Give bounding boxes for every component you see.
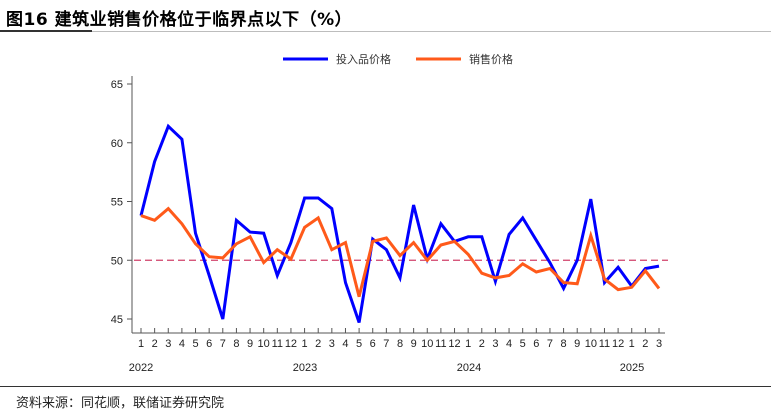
x-tick-label: 1 xyxy=(302,338,308,350)
y-tick-label: 55 xyxy=(111,197,123,209)
x-tick-label: 1 xyxy=(138,338,144,350)
top-divider xyxy=(0,31,771,32)
x-tick-label: 2 xyxy=(479,338,485,350)
year-label: 2025 xyxy=(620,362,644,374)
x-tick-label: 1 xyxy=(629,338,635,350)
y-tick-label: 60 xyxy=(111,138,123,150)
year-label: 2024 xyxy=(457,362,481,374)
x-tick-label: 5 xyxy=(356,338,362,350)
y-tick-label: 65 xyxy=(111,79,123,91)
x-tick-label: 6 xyxy=(206,338,212,350)
x-tick-label: 8 xyxy=(233,338,239,350)
x-tick-label: 7 xyxy=(547,338,553,350)
x-tick-label: 8 xyxy=(561,338,567,350)
x-tick-label: 12 xyxy=(285,338,297,350)
x-tick-label: 9 xyxy=(247,338,253,350)
y-tick-label: 45 xyxy=(111,314,123,326)
x-tick-label: 2 xyxy=(642,338,648,350)
x-tick-label: 3 xyxy=(656,338,662,350)
x-tick-label: 3 xyxy=(165,338,171,350)
series-input-price-line xyxy=(139,123,660,323)
year-label: 2023 xyxy=(293,362,317,374)
series-sales-price-line xyxy=(140,206,661,298)
legend-input-price-label: 投入品价格 xyxy=(336,52,391,66)
x-tick-label: 10 xyxy=(585,338,597,350)
bottom-divider xyxy=(0,386,771,387)
x-tick-label: 3 xyxy=(492,338,498,350)
x-tick-label: 7 xyxy=(383,338,389,350)
x-tick-label: 10 xyxy=(258,338,270,350)
x-tick-label: 9 xyxy=(574,338,580,350)
x-tick-label: 6 xyxy=(533,338,539,350)
x-tick-label: 11 xyxy=(435,338,446,350)
x-tick-label: 1 xyxy=(465,338,471,350)
x-tick-label: 12 xyxy=(612,338,624,350)
x-tick-label: 4 xyxy=(342,338,348,350)
x-tick-label: 2 xyxy=(315,338,321,350)
x-tick-label: 7 xyxy=(220,338,226,350)
x-tick-label: 11 xyxy=(599,338,610,350)
x-tick-label: 3 xyxy=(329,338,335,350)
legend-sales-price-label: 销售价格 xyxy=(469,52,513,66)
source-note: 资料来源：同花顺，联储证券研究院 xyxy=(16,396,225,411)
y-tick-label: 50 xyxy=(111,255,123,267)
x-tick-label: 12 xyxy=(448,338,460,350)
year-label: 2022 xyxy=(129,362,153,374)
x-tick-label: 5 xyxy=(192,338,198,350)
x-tick-label: 9 xyxy=(411,338,417,350)
figure-title: 图16 建筑业销售价格位于临界点以下（%） xyxy=(6,10,353,30)
x-tick-label: 4 xyxy=(179,338,185,350)
x-tick-label: 8 xyxy=(397,338,403,350)
top-divider-accent xyxy=(0,30,92,32)
x-tick-label: 5 xyxy=(520,338,526,350)
x-tick-label: 11 xyxy=(272,338,283,350)
x-tick-label: 6 xyxy=(370,338,376,350)
x-tick-label: 10 xyxy=(421,338,433,350)
x-tick-label: 4 xyxy=(506,338,512,350)
x-tick-label: 2 xyxy=(152,338,158,350)
